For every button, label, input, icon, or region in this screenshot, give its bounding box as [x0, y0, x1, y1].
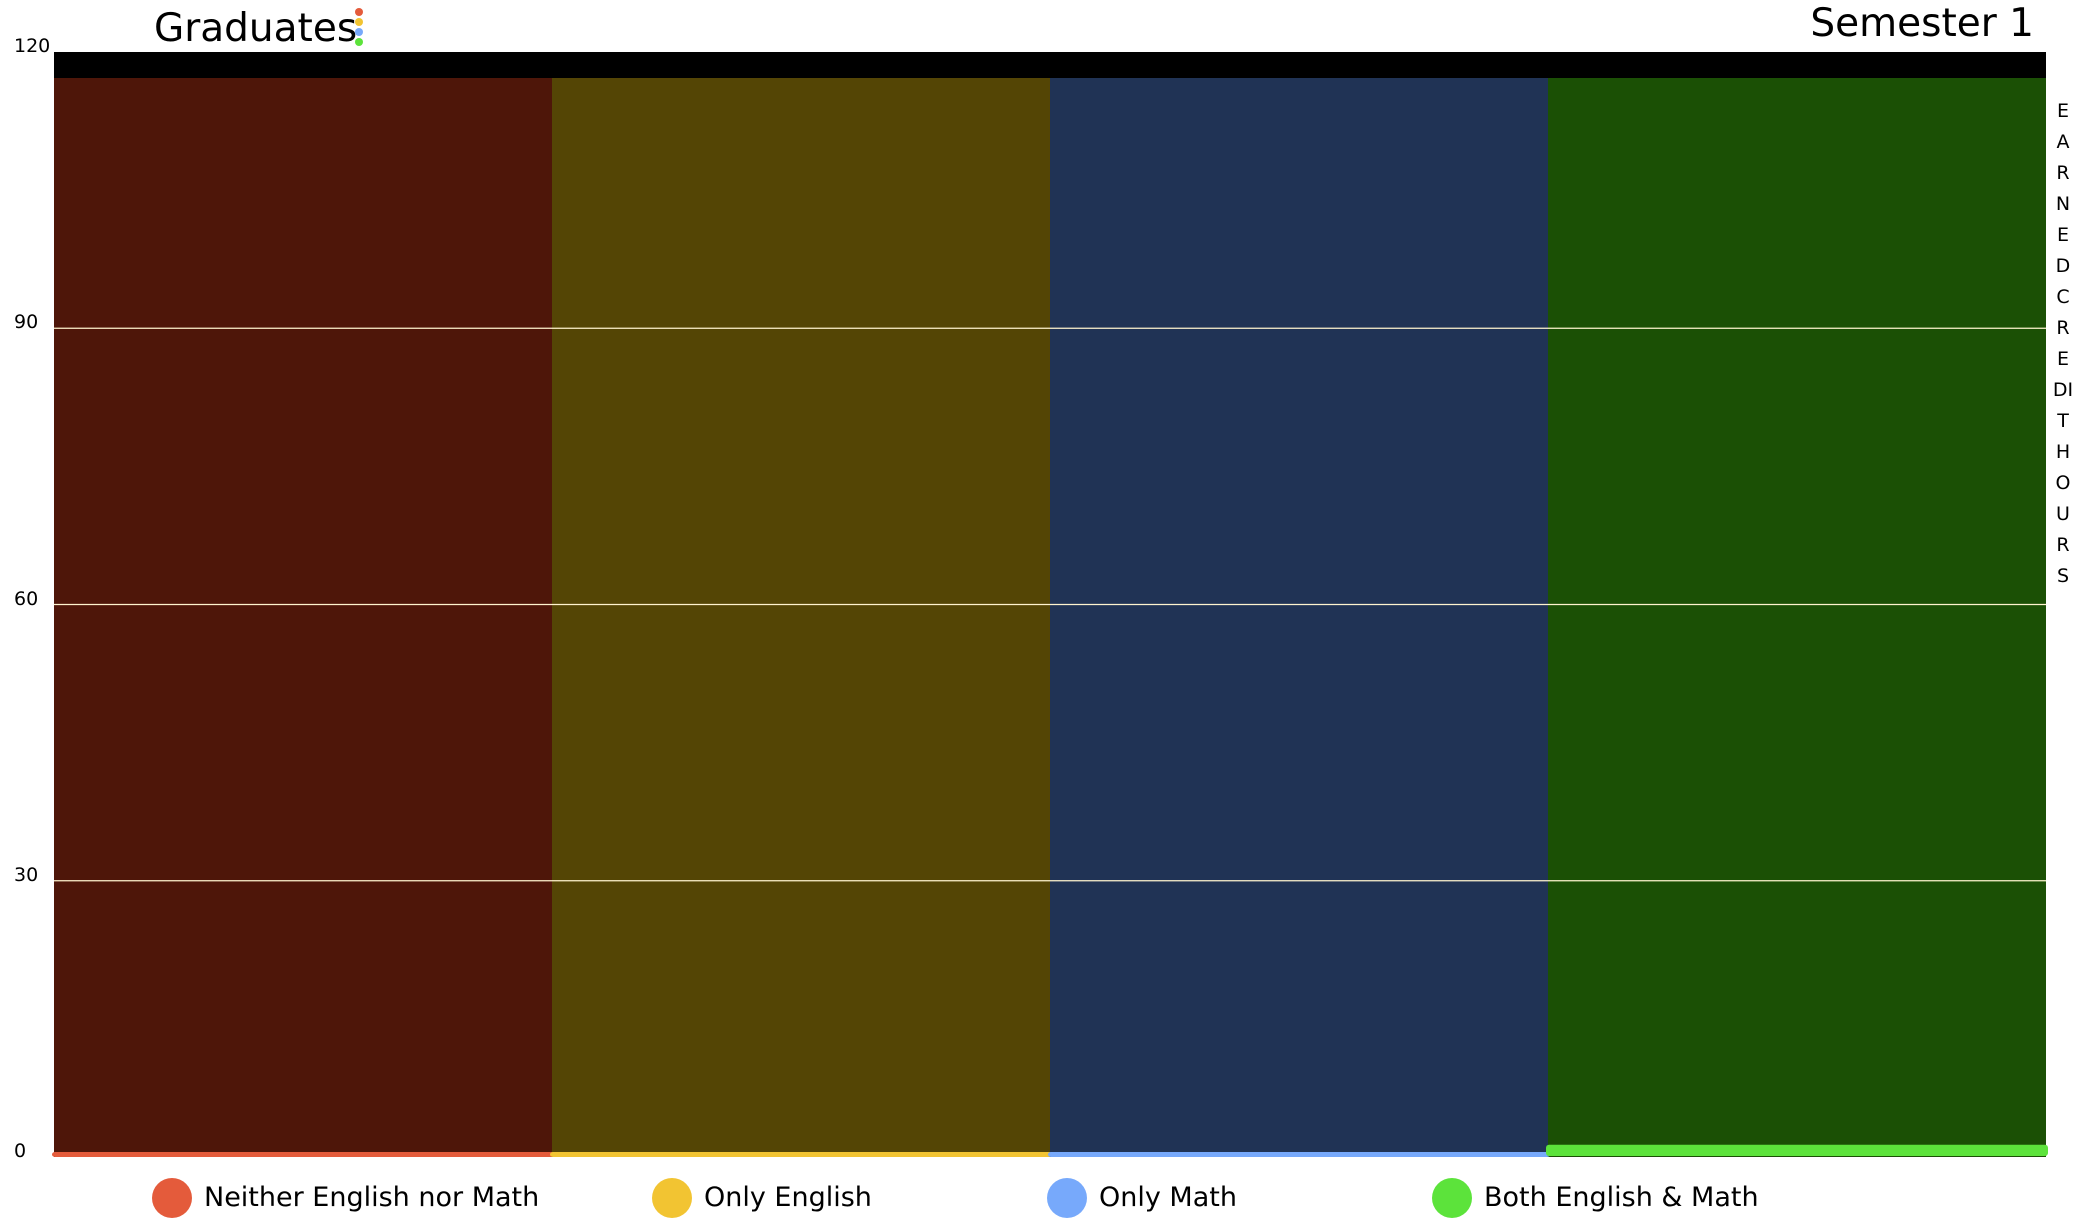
chart-title: Graduates [154, 6, 358, 51]
legend-swatch-icon [652, 1178, 692, 1218]
y-tick-label-60: 60 [14, 587, 39, 610]
category-background-4 [1548, 78, 2046, 1157]
legend-item-3[interactable]: Only Math [1047, 1175, 1237, 1221]
bar-1[interactable] [52, 1152, 554, 1157]
legend-item-2[interactable]: Only English [652, 1175, 872, 1221]
category-background-3 [1050, 78, 1549, 1157]
legend-label: Neither English nor Math [204, 1182, 540, 1213]
y-tick-label-30: 30 [14, 863, 39, 886]
category-backgrounds [54, 78, 2046, 1157]
bar-3[interactable] [1048, 1152, 1550, 1157]
legend-label: Only Math [1099, 1182, 1237, 1213]
y-tick-label-90: 90 [14, 311, 39, 334]
gridlines [54, 327, 2046, 882]
title-dot-red [355, 8, 363, 16]
title-dots-icon[interactable] [355, 6, 365, 46]
bars [52, 1144, 2048, 1157]
y-tick-label-120: 120 [14, 35, 51, 57]
legend-swatch-icon [152, 1178, 192, 1218]
legend-swatch-icon [1432, 1178, 1472, 1218]
legend-label: Only English [704, 1182, 872, 1213]
legend-label: Both English & Math [1484, 1182, 1759, 1213]
title-dot-green [355, 38, 363, 46]
top-cap-band [54, 52, 2046, 78]
legend-item-1[interactable]: Neither English nor Math [152, 1175, 539, 1221]
legend-swatch-icon [1047, 1178, 1087, 1218]
category-background-2 [552, 78, 1051, 1157]
y-tick-label-0: 0 [14, 1140, 27, 1162]
category-background-1 [54, 78, 553, 1157]
bar-4[interactable] [1546, 1144, 2048, 1156]
bar-2[interactable] [550, 1152, 1052, 1157]
chart-subtitle: Semester 1 [1810, 1, 2034, 46]
title-dot-yellow [355, 18, 363, 26]
y-axis-label: EARNED CREDIT HOURS [2052, 100, 2074, 587]
legend-item-4[interactable]: Both English & Math [1432, 1175, 1759, 1221]
title-dot-blue [355, 28, 363, 36]
